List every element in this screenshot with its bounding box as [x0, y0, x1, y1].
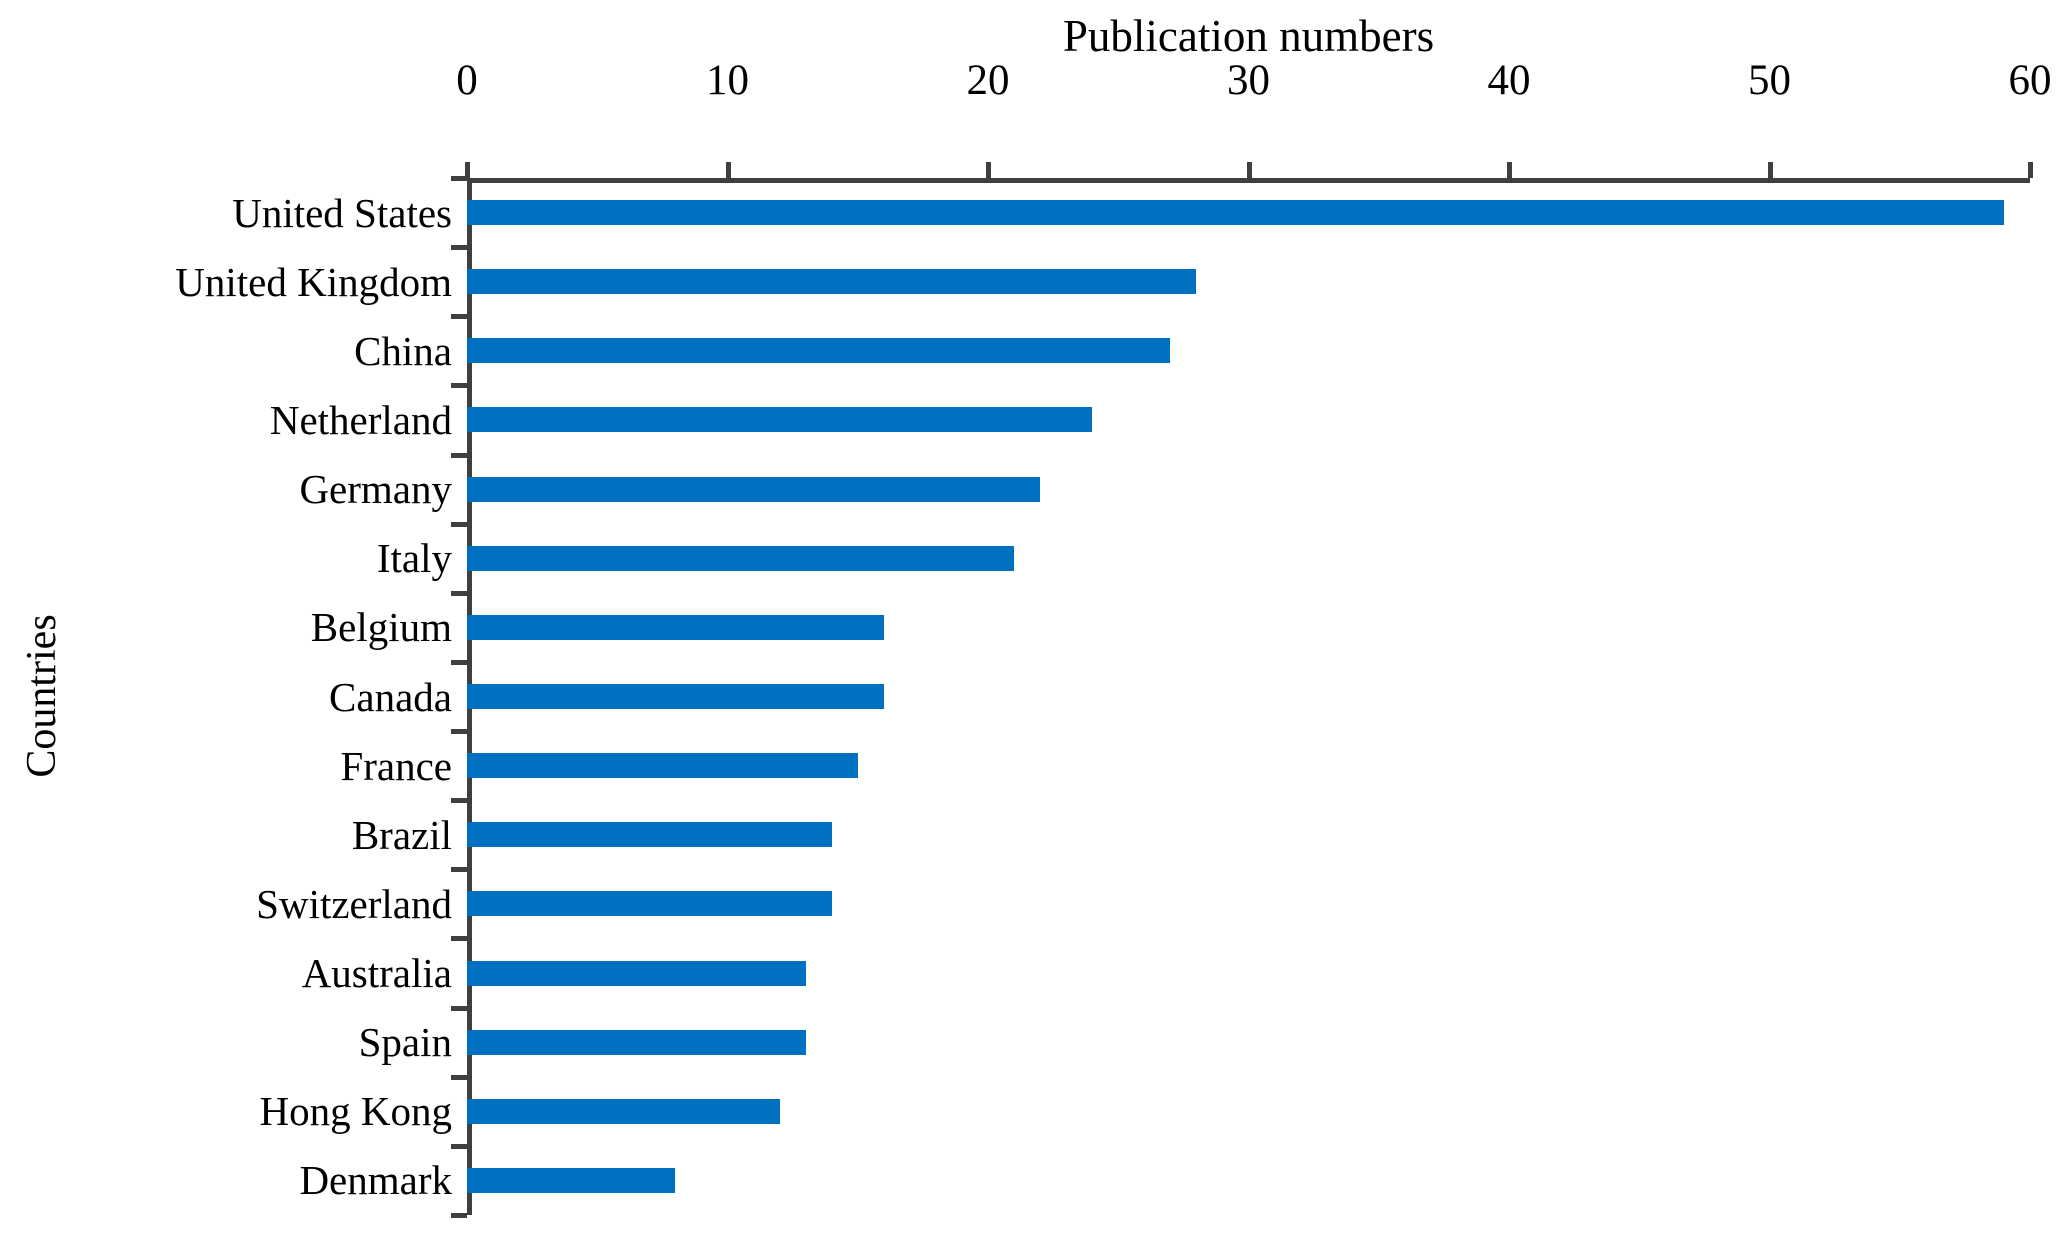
- bar: [467, 1167, 676, 1193]
- bar: [467, 1098, 780, 1124]
- category-label: Italy: [376, 535, 452, 582]
- bar: [467, 1029, 806, 1055]
- chart-title: Publication numbers: [1062, 11, 1435, 61]
- x-axis-tick: [725, 162, 731, 178]
- y-axis-tick: [451, 452, 467, 458]
- y-axis-tick: [451, 176, 467, 181]
- y-axis-tick: [451, 936, 467, 942]
- x-axis-tick: [465, 162, 470, 178]
- category-label: Australia: [301, 950, 452, 997]
- x-axis-tick-label: 40: [1487, 57, 1531, 104]
- x-axis-tick: [1507, 162, 1512, 178]
- bar: [467, 545, 1015, 571]
- category-label: Denmark: [299, 1157, 452, 1204]
- y-axis-tick: [451, 521, 467, 527]
- y-axis-tick: [451, 1143, 467, 1149]
- x-axis-tick: [1246, 162, 1252, 178]
- y-axis-tick: [451, 1005, 467, 1011]
- x-axis-tick-label: 20: [966, 57, 1010, 104]
- category-label: United States: [232, 189, 452, 236]
- y-axis-title: Countries: [19, 614, 65, 778]
- bar: [467, 684, 884, 709]
- bar: [467, 614, 884, 640]
- bar: [467, 338, 1171, 364]
- y-axis-tick: [451, 590, 467, 596]
- x-axis-tick: [2028, 162, 2033, 178]
- x-axis-tick-label: 30: [1227, 57, 1270, 104]
- category-label: Netherland: [269, 396, 452, 443]
- category-label: Switzerland: [256, 880, 452, 927]
- category-label: France: [340, 742, 452, 789]
- y-axis-tick: [451, 867, 467, 873]
- bar: [467, 269, 1197, 295]
- category-label: Canada: [329, 673, 452, 720]
- bar: [467, 960, 806, 986]
- y-axis-tick: [451, 383, 467, 389]
- bar: [467, 822, 832, 848]
- x-axis-tick: [986, 162, 991, 178]
- bar: [467, 753, 858, 779]
- x-axis-tick: [1767, 162, 1773, 178]
- bar: [467, 407, 1093, 433]
- bar: [467, 200, 2004, 226]
- category-label: Brazil: [351, 811, 452, 858]
- x-axis-tick-label: 10: [706, 57, 749, 104]
- bar: [467, 476, 1041, 502]
- category-label: United Kingdom: [175, 258, 452, 305]
- category-label: China: [354, 327, 452, 374]
- y-axis-tick: [451, 1074, 467, 1080]
- category-label: Hong Kong: [259, 1088, 452, 1135]
- y-axis-tick: [451, 314, 467, 320]
- x-axis-tick-label: 0: [456, 57, 478, 104]
- bar: [467, 891, 832, 917]
- category-label: Spain: [358, 1019, 452, 1066]
- y-axis-tick: [451, 798, 467, 804]
- x-axis-tick-label: 60: [2008, 57, 2052, 104]
- y-axis-tick: [451, 245, 467, 251]
- x-axis-tick-label: 50: [1748, 57, 1791, 104]
- category-label: Germany: [299, 466, 452, 513]
- y-axis-tick: [451, 1213, 467, 1218]
- y-axis-tick: [451, 729, 467, 735]
- y-axis-tick: [451, 659, 467, 665]
- category-label: Belgium: [310, 604, 452, 651]
